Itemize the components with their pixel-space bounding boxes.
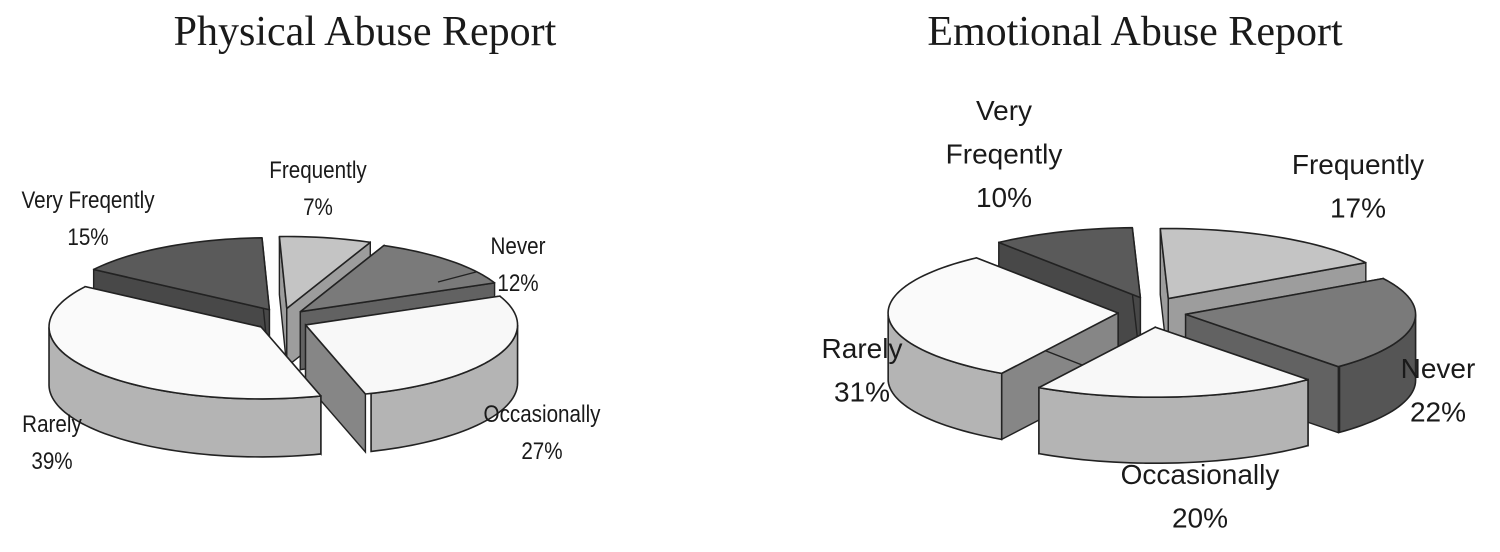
slice-value-occasionally: 20%: [1172, 502, 1228, 533]
slice-value-very-freqently: 15%: [67, 224, 108, 251]
pie-slice-rarely: [887, 256, 1119, 441]
pie-chart-1: Frequently 7% Never 12% Occasionally 27% Rarel…: [21, 157, 601, 475]
slice-name-very-freqently-1: Very: [976, 95, 1032, 126]
slice-name-very-freqently-2: Freqently: [946, 138, 1063, 169]
slice-name-never: Never: [490, 233, 546, 260]
slice-value-very-freqently: 10%: [976, 182, 1032, 213]
slice-label-occasionally: Occasionally 27%: [484, 401, 602, 465]
slice-name-occasionally: Occasionally: [484, 401, 602, 428]
slice-value-rarely: 39%: [31, 448, 72, 475]
pie-chart-2: Frequently 17% Never 22% Occasionally 20% Rare…: [822, 95, 1476, 533]
slice-name-never: Never: [1401, 353, 1476, 384]
pie-slice-occasionally: [304, 295, 519, 454]
slice-name-very-freqently: Very Freqently: [21, 187, 155, 214]
slice-value-frequently: 17%: [1330, 192, 1386, 223]
physical-chart-title: Physical Abuse Report: [173, 9, 557, 55]
slice-name-rarely: Rarely: [22, 411, 82, 438]
pie-slice-rarely: [48, 285, 322, 458]
slice-name-rarely: Rarely: [822, 333, 903, 364]
slice-label-rarely: Rarely 39%: [22, 411, 82, 475]
slice-label-very-freqently: Very Freqently 15%: [21, 187, 155, 251]
slice-value-occasionally: 27%: [521, 438, 562, 465]
slice-name-frequently: Frequently: [1292, 149, 1424, 180]
slice-name-frequently: Frequently: [269, 157, 367, 184]
slice-value-rarely: 31%: [834, 376, 890, 407]
slice-value-never: 12%: [497, 270, 538, 297]
slice-label-very-freqently: Very Freqently 10%: [946, 95, 1063, 213]
slice-value-never: 22%: [1410, 396, 1466, 427]
slice-label-never: Never 12%: [437, 233, 546, 297]
slice-value-frequently: 7%: [303, 194, 333, 221]
slice-label-frequently: Frequently 17%: [1292, 149, 1424, 223]
slice-label-frequently: Frequently 7%: [269, 157, 367, 221]
slice-label-occasionally: Occasionally 20%: [1121, 459, 1280, 533]
slice-label-never: Never 22%: [1401, 353, 1476, 427]
pie-slice-occasionally: [1038, 326, 1309, 465]
slice-label-rarely: Rarely 31%: [822, 333, 903, 407]
emotional-chart-title: Emotional Abuse Report: [927, 9, 1343, 55]
slice-name-occasionally: Occasionally: [1121, 459, 1280, 490]
